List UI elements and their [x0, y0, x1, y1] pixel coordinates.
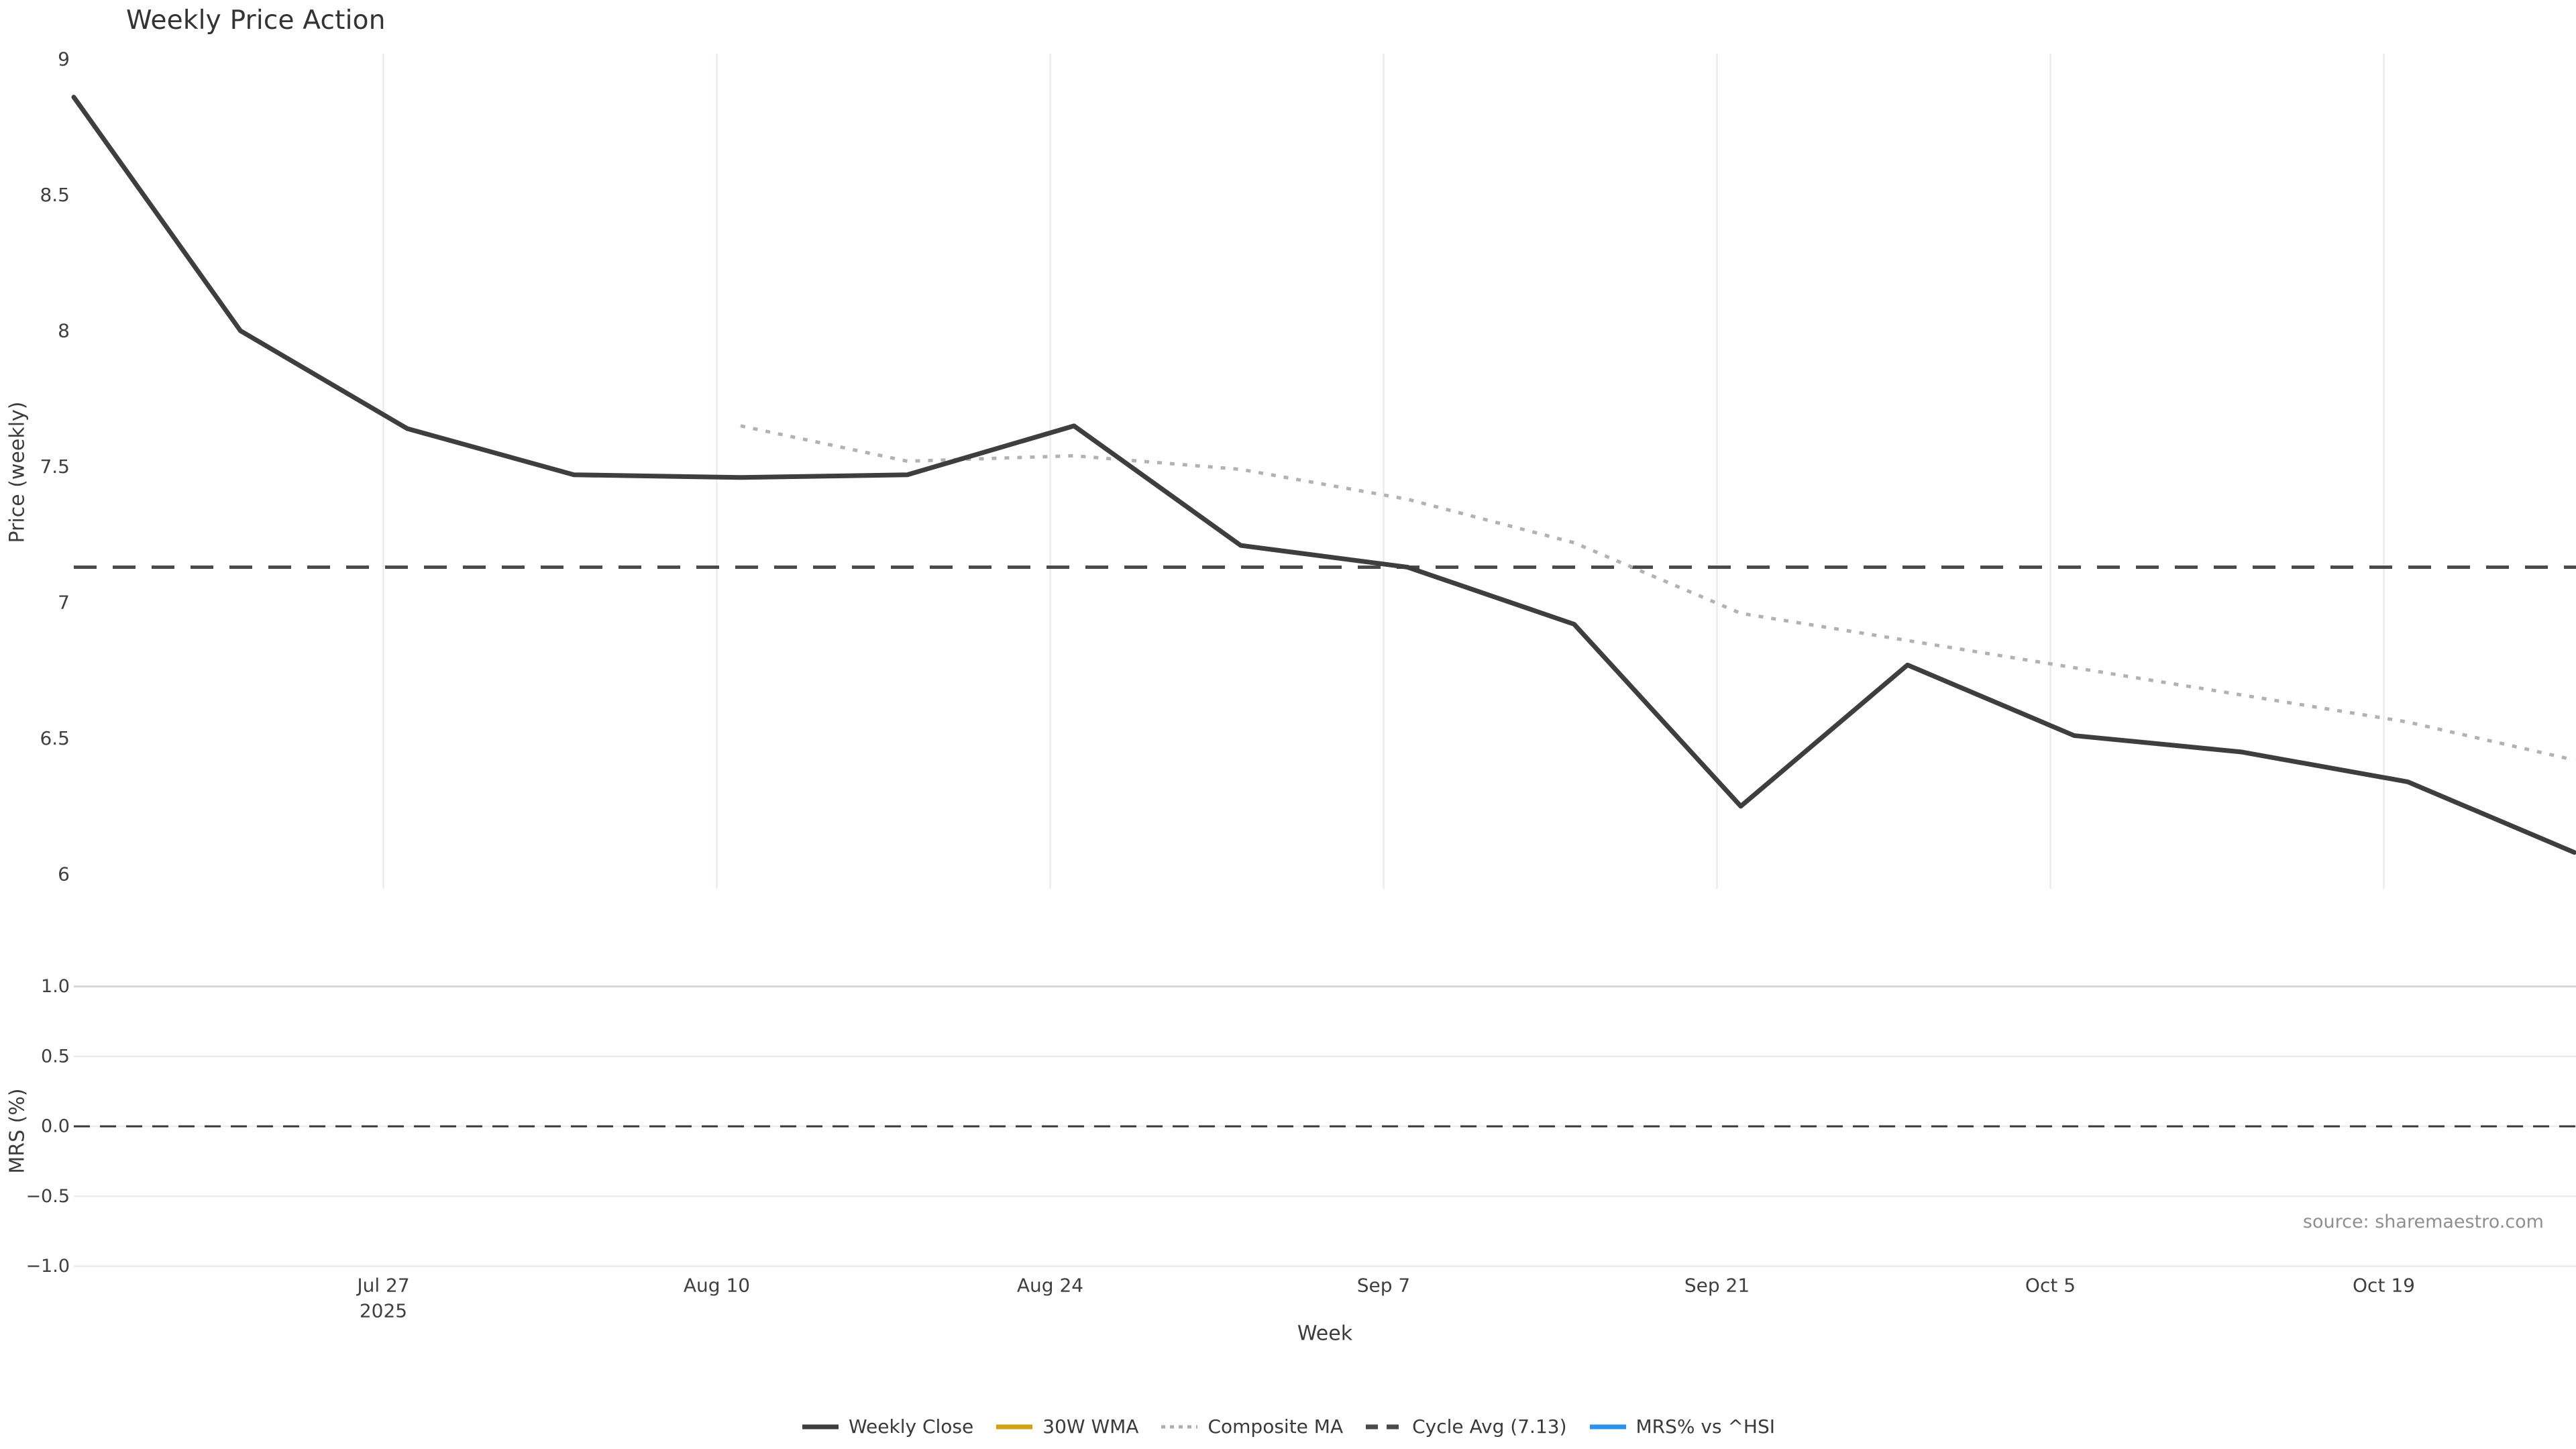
price-tick-label: 7.5	[40, 455, 70, 478]
price-tick-label: 7	[58, 592, 70, 614]
mrs-tick-label: 1.0	[41, 976, 70, 997]
x-tick-label: Aug 10	[684, 1275, 750, 1297]
x-tick-year-label: 2025	[360, 1300, 407, 1322]
legend-item-label: 30W WMA	[1042, 1415, 1139, 1438]
x-tick-label: Oct 19	[2353, 1275, 2415, 1297]
price-tick-label: 6.5	[40, 727, 70, 749]
legend-swatch-line	[802, 1424, 839, 1429]
legend-item-mrs-vs-hsi[interactable]: MRS% vs ^HSI	[1589, 1415, 1776, 1438]
source-note: source: sharemaestro.com	[2302, 1212, 2544, 1232]
legend: Weekly Close 30W WMA Composite MA Cycle …	[0, 1415, 2576, 1438]
mrs-axis-title: MRS (%)	[5, 1088, 30, 1174]
legend-swatch-line	[996, 1424, 1033, 1429]
x-tick-label: Jul 27	[356, 1275, 409, 1297]
chart-title: Weekly Price Action	[126, 5, 386, 36]
legend-item-cycle-avg[interactable]: Cycle Avg (7.13)	[1364, 1415, 1567, 1438]
legend-item-label: Composite MA	[1208, 1415, 1344, 1438]
mrs-tick-label: 0.5	[41, 1046, 70, 1067]
price-axis-title: Price (weekly)	[5, 401, 30, 543]
weekly-close-line	[71, 95, 2576, 855]
mrs-tick-label: −1.0	[25, 1256, 70, 1277]
x-tick-label: Aug 24	[1017, 1275, 1083, 1297]
legend-swatch-line	[1589, 1424, 1626, 1429]
legend-item-label: Weekly Close	[849, 1415, 974, 1438]
solid-line-swatch-icon	[995, 1423, 1034, 1431]
price-tick-label: 6	[58, 863, 70, 885]
price-tick-label: 9	[58, 48, 70, 70]
price-tick-label: 8.5	[40, 184, 70, 206]
legend-swatch-line	[1161, 1425, 1198, 1428]
solid-line-swatch-icon	[801, 1423, 840, 1431]
x-tick-label: Sep 21	[1684, 1275, 1750, 1297]
price-tick-label: 8	[58, 320, 70, 342]
mrs-tick-label: −0.5	[25, 1186, 70, 1207]
legend-item-weekly-close[interactable]: Weekly Close	[801, 1415, 973, 1438]
legend-item-composite-ma[interactable]: Composite MA	[1160, 1415, 1343, 1438]
dotted-line-swatch-icon	[1160, 1423, 1199, 1431]
x-tick-label: Sep 7	[1357, 1275, 1411, 1297]
x-axis-title: Week	[1297, 1322, 1353, 1346]
solid-line-swatch-icon	[1589, 1423, 1627, 1431]
legend-item-label: Cycle Avg (7.13)	[1412, 1415, 1567, 1438]
legend-item-30w-wma[interactable]: 30W WMA	[995, 1415, 1138, 1438]
mrs-tick-label: 0.0	[41, 1116, 70, 1137]
legend-swatch-line	[1366, 1424, 1403, 1429]
x-tick-label: Oct 5	[2025, 1275, 2076, 1297]
dashed-line-swatch-icon	[1364, 1423, 1403, 1431]
legend-item-label: MRS% vs ^HSI	[1635, 1415, 1776, 1438]
composite-ma-line	[740, 424, 2575, 762]
